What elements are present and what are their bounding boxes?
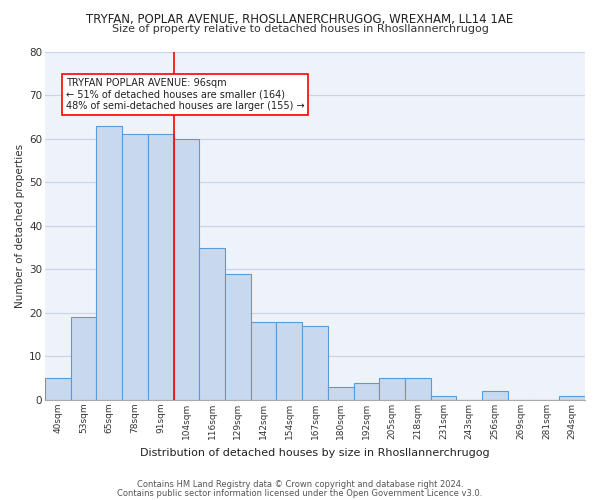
Bar — [302, 326, 328, 400]
Text: Size of property relative to detached houses in Rhosllannerchrugog: Size of property relative to detached ho… — [112, 24, 488, 34]
Bar — [45, 378, 71, 400]
Bar — [277, 322, 302, 400]
Bar — [559, 396, 585, 400]
Bar — [225, 274, 251, 400]
Text: Contains HM Land Registry data © Crown copyright and database right 2024.: Contains HM Land Registry data © Crown c… — [137, 480, 463, 489]
Bar — [173, 138, 199, 400]
Text: Contains public sector information licensed under the Open Government Licence v3: Contains public sector information licen… — [118, 488, 482, 498]
Y-axis label: Number of detached properties: Number of detached properties — [15, 144, 25, 308]
Bar — [199, 248, 225, 400]
Bar — [431, 396, 457, 400]
Bar — [251, 322, 277, 400]
Bar — [353, 382, 379, 400]
X-axis label: Distribution of detached houses by size in Rhosllannerchrugog: Distribution of detached houses by size … — [140, 448, 490, 458]
Bar — [482, 392, 508, 400]
Bar — [405, 378, 431, 400]
Text: TRYFAN POPLAR AVENUE: 96sqm
← 51% of detached houses are smaller (164)
48% of se: TRYFAN POPLAR AVENUE: 96sqm ← 51% of det… — [65, 78, 304, 111]
Bar — [97, 126, 122, 400]
Bar — [71, 317, 97, 400]
Bar — [122, 134, 148, 400]
Bar — [148, 134, 173, 400]
Bar — [379, 378, 405, 400]
Bar — [328, 387, 353, 400]
Text: TRYFAN, POPLAR AVENUE, RHOSLLANERCHRUGOG, WREXHAM, LL14 1AE: TRYFAN, POPLAR AVENUE, RHOSLLANERCHRUGOG… — [86, 12, 514, 26]
